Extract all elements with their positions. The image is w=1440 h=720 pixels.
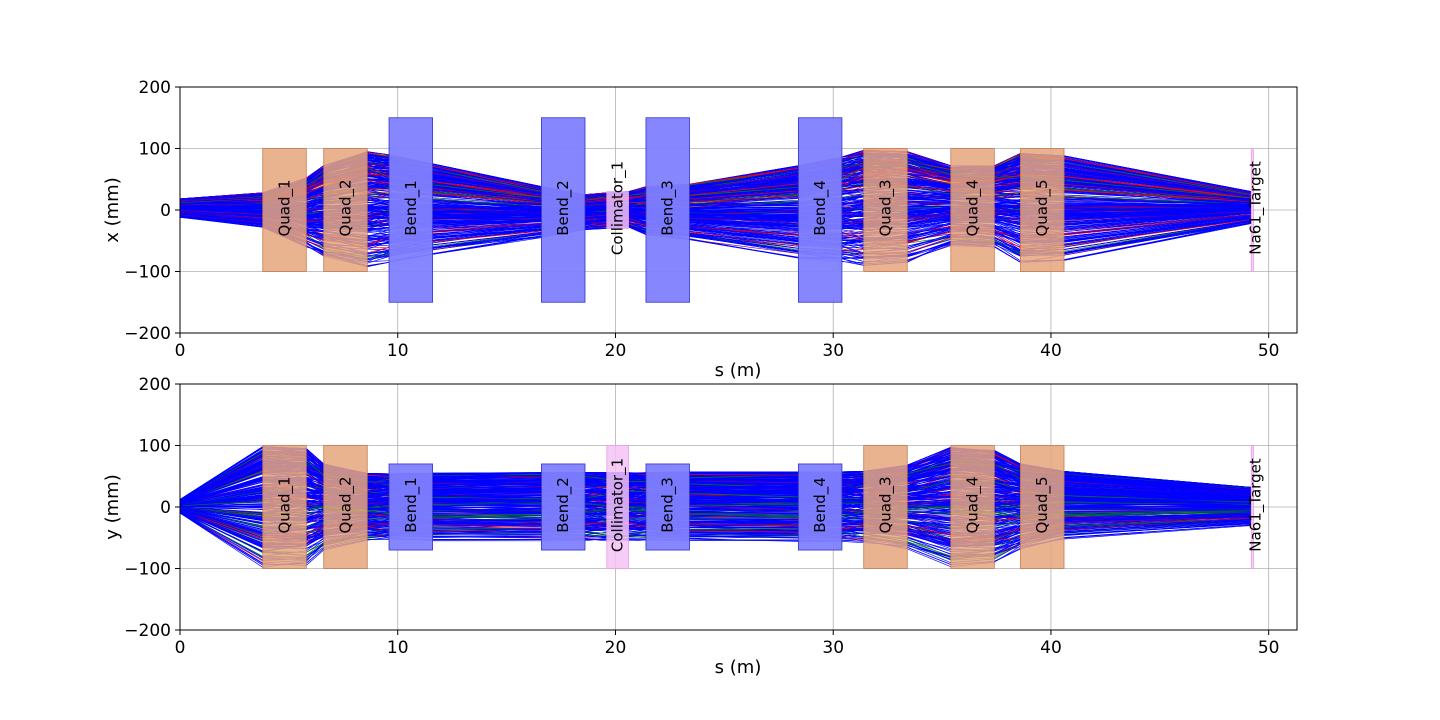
x-panel-element-label: Quad_4 (964, 179, 983, 236)
y-panel-element-label: Bend_1 (402, 477, 421, 533)
x-panel-element-label: Bend_4 (811, 180, 830, 236)
y-panel-ylabel: y (mm) (102, 474, 123, 540)
y-panel-element-label: Quad_4 (964, 476, 983, 533)
y-panel-xtick-label: 40 (1040, 638, 1062, 658)
x-panel-xtick-label: 10 (387, 341, 409, 361)
x-panel-xtick-label: 50 (1258, 341, 1280, 361)
x-panel-ytick-label: 100 (139, 140, 171, 160)
y-panel-element-label: Na61_Target (1246, 458, 1265, 552)
y-panel-ytick-label: −200 (124, 621, 171, 641)
y-panel-ytick-label: 200 (139, 375, 171, 395)
y-panel-xlabel: s (m) (715, 657, 762, 678)
x-panel-element-label: Quad_3 (876, 179, 895, 236)
x-panel-ytick-label: 200 (139, 78, 171, 98)
x-panel-ytick-label: 0 (160, 201, 171, 221)
y-panel-element-label: Quad_1 (276, 476, 295, 533)
x-panel-element-label: Bend_3 (659, 180, 678, 236)
x-panel-xlabel: s (m) (715, 360, 762, 381)
x-panel-ytick-label: −200 (124, 324, 171, 344)
y-panel-ytick-label: −100 (124, 560, 171, 580)
y-panel-element-label: Quad_3 (876, 476, 895, 533)
y-panel-element-label: Bend_2 (554, 477, 573, 533)
y-panel-element-label: Bend_4 (811, 477, 830, 533)
x-panel-xtick-label: 30 (822, 341, 844, 361)
x-panel-ylabel: x (mm) (102, 177, 123, 243)
x-panel-xtick-label: 20 (605, 341, 627, 361)
y-panel-ytick-label: 0 (160, 498, 171, 518)
y-panel-xtick-label: 50 (1258, 638, 1280, 658)
x-panel-element-label: Bend_2 (554, 180, 573, 236)
y-panel-element-label: Quad_2 (336, 476, 355, 533)
y-panel-element-label: Bend_3 (659, 477, 678, 533)
x-panel-xtick-label: 0 (175, 341, 186, 361)
y-panel-element-label: Collimator_1 (609, 458, 628, 552)
y-panel-xtick-label: 30 (822, 638, 844, 658)
x-panel-element-label: Collimator_1 (609, 161, 628, 255)
y-panel-xtick-label: 0 (175, 638, 186, 658)
y-panel-element-label: Quad_5 (1033, 476, 1052, 533)
x-panel-element-label: Bend_1 (402, 180, 421, 236)
x-panel-element-label: Na61_Target (1246, 161, 1265, 255)
y-panel-xtick-label: 20 (605, 638, 627, 658)
x-panel-element-label: Quad_2 (336, 179, 355, 236)
y-panel-ytick-label: 100 (139, 437, 171, 457)
x-panel-ytick-label: −100 (124, 263, 171, 283)
y-panel-xtick-label: 10 (387, 638, 409, 658)
x-panel-element-label: Quad_1 (276, 179, 295, 236)
x-panel-xtick-label: 40 (1040, 341, 1062, 361)
x-panel-element-label: Quad_5 (1033, 179, 1052, 236)
